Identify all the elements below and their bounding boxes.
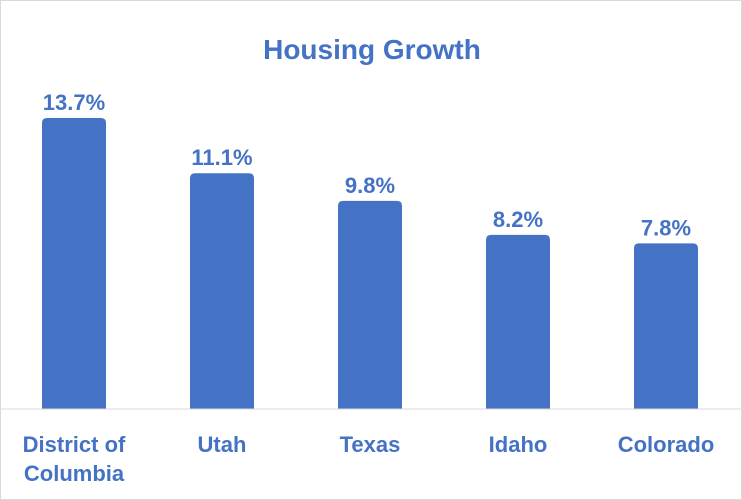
x-tick-label-line: Idaho: [489, 432, 548, 457]
x-tick-label-line: Utah: [198, 432, 247, 457]
x-tick-label-line: District of: [23, 432, 126, 457]
x-tick-label: Idaho: [489, 432, 548, 457]
bar-colorado: [634, 243, 698, 409]
bar-utah: [190, 173, 254, 409]
x-tick-label-line: Texas: [340, 432, 401, 457]
data-label: 13.7%: [43, 90, 105, 115]
data-label: 7.8%: [641, 215, 691, 240]
x-tick-label: Colorado: [618, 432, 715, 457]
data-label: 9.8%: [345, 173, 395, 198]
x-tick-label: District of Columbia: [23, 432, 126, 486]
data-labels-layer: 13.7% 11.1% 9.8% 8.2% 7.8%: [43, 90, 691, 240]
bars-layer: [42, 118, 698, 409]
x-tick-labels-layer: District of Columbia Utah Texas Idaho Colorad…: [23, 432, 715, 486]
x-tick-label: Utah: [198, 432, 247, 457]
bar-texas: [338, 200, 402, 409]
x-tick-label-line: Colorado: [618, 432, 715, 457]
bar-idaho: [486, 234, 550, 409]
data-label: 11.1%: [191, 145, 252, 170]
x-tick-label-line: Columbia: [24, 461, 125, 486]
chart-title: Housing Growth: [263, 34, 481, 65]
bar-district-of-columbia: [42, 118, 106, 409]
x-tick-label: Texas: [340, 432, 401, 457]
data-label: 8.2%: [493, 207, 543, 232]
